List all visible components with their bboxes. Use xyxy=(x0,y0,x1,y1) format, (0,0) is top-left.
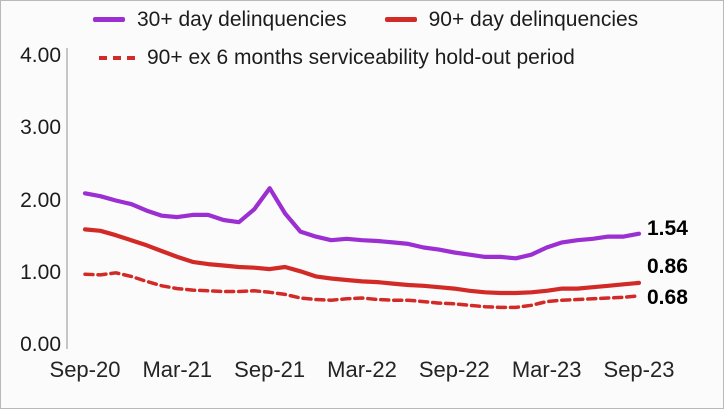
series-line-0 xyxy=(82,186,642,261)
legend-row-2: 90+ ex 6 months serviceability hold-out … xyxy=(99,47,575,68)
legend-swatch-90plus-ex xyxy=(99,55,135,60)
legend-row-1: 30+ day delinquencies 90+ day delinquenc… xyxy=(93,9,638,30)
x-tick-label: Sep-20 xyxy=(49,357,121,382)
legend-label-30plus: 30+ day delinquencies xyxy=(137,8,347,31)
legend-label-90plus: 90+ day delinquencies xyxy=(428,8,639,31)
end-label-series-1: 0.86 xyxy=(647,254,688,278)
x-tick-label: Sep-22 xyxy=(418,357,490,382)
legend-label-90plus-ex: 90+ ex 6 months serviceability hold-out … xyxy=(147,46,575,69)
y-tick-label: 2.00 xyxy=(20,188,61,212)
legend-swatch-30plus xyxy=(93,17,125,22)
x-tick-label: Mar-21 xyxy=(142,357,213,382)
legend-swatch-90plus xyxy=(384,17,417,22)
y-tick-label: 0.00 xyxy=(20,333,61,356)
y-tick-label: 1.00 xyxy=(20,260,61,284)
x-tick-label: Mar-22 xyxy=(327,357,397,382)
legend-item-90plus: 90+ day delinquencies xyxy=(384,8,639,31)
series-line-1 xyxy=(82,227,642,296)
x-tick-label: Sep-21 xyxy=(234,357,306,382)
end-label-series-2: 0.68 xyxy=(647,285,688,309)
x-tick-label: Sep-23 xyxy=(603,357,675,382)
y-tick-label: 4.00 xyxy=(20,44,61,67)
x-tick-label: Mar-23 xyxy=(511,357,582,382)
legend-item-90plus-ex: 90+ ex 6 months serviceability hold-out … xyxy=(99,47,575,68)
legend-item-30plus: 30+ day delinquencies xyxy=(93,9,347,30)
series-line-2 xyxy=(83,271,641,310)
end-label-series-0: 1.54 xyxy=(647,216,688,240)
y-tick-label: 3.00 xyxy=(20,116,61,140)
